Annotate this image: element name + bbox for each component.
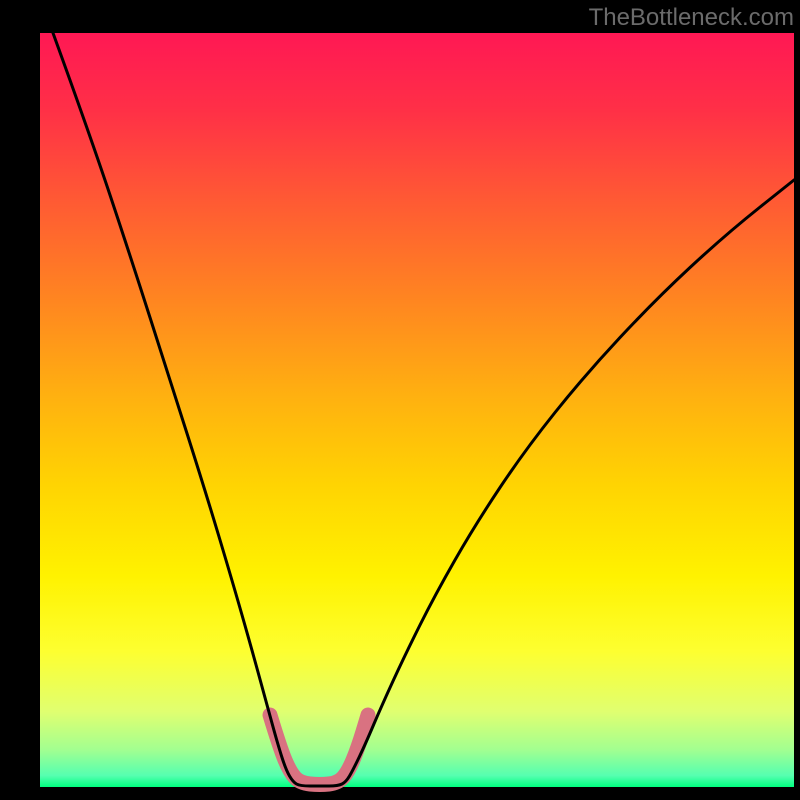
highlight-marker-path [270, 715, 368, 785]
main-curve-path [53, 33, 794, 786]
chart-container: TheBottleneck.com [0, 0, 800, 800]
watermark-text: TheBottleneck.com [589, 4, 794, 32]
curve-layer [0, 0, 800, 800]
